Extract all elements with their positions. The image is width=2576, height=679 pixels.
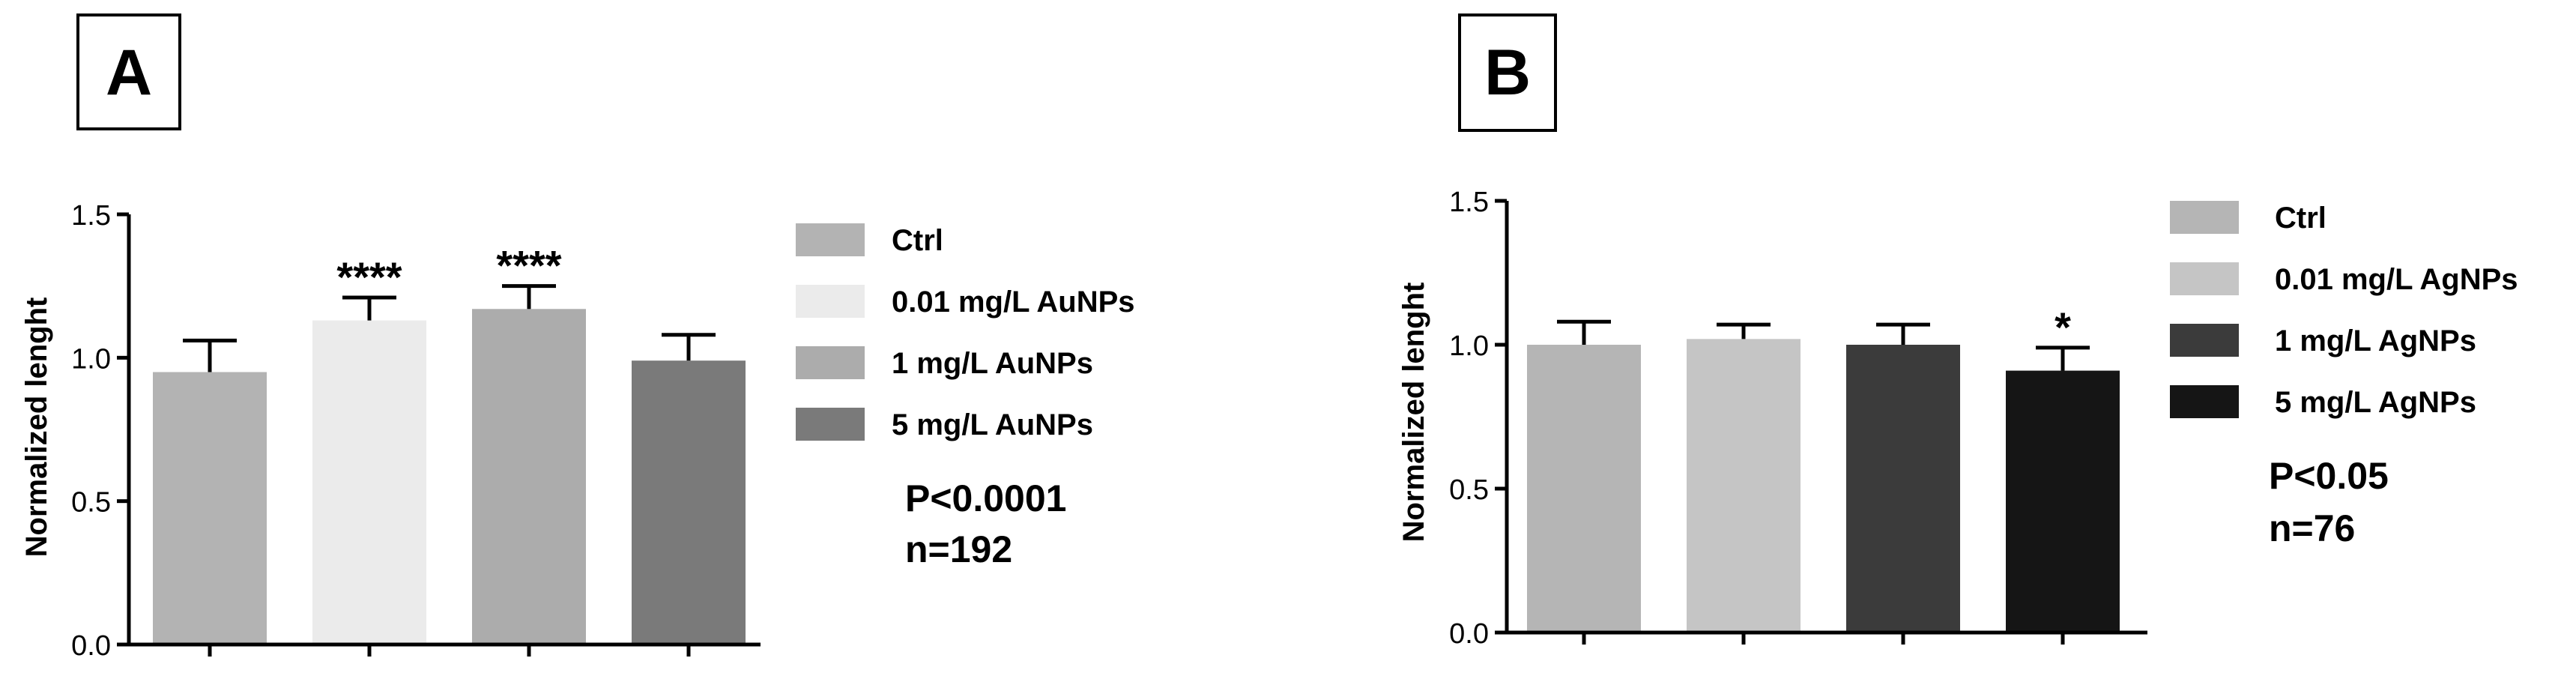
panel-b-y-ticks: 0.0 0.5 1.0 1.5 [1449,187,1507,650]
bar-2 [312,320,426,645]
y-tick-label-4: 1.5 [1449,187,1489,218]
legend-label-3: 1 mg/L AgNPs [2275,325,2476,357]
legend-swatch-2 [796,285,865,318]
bar-1 [153,372,267,645]
panel-b-label: B [1484,37,1531,109]
panel-b-y-axis-label: Normalized lenght [1397,283,1430,543]
legend-label-1: Ctrl [2275,202,2326,235]
panel-b-label-box [1458,13,1557,132]
bar-4 [632,360,746,645]
legend-label-4: 5 mg/L AgNPs [2275,386,2476,419]
panel-b-axes [1505,201,2147,645]
legend-label-4: 5 mg/L AuNPs [892,408,1093,441]
y-tick-label-1: 0.0 [1449,618,1489,650]
panel-b-significance-markers: * [2055,304,2071,351]
bar-3 [1846,345,1960,633]
legend-swatch-1 [796,223,865,256]
panel-a-sample-size: n=192 [905,528,1012,570]
panel-a-p-value: P<0.0001 [905,477,1066,519]
y-tick-label-3: 1.0 [1449,331,1489,362]
bar-4 [2006,370,2120,633]
y-tick-label-3: 1.0 [71,343,111,375]
panel-b-p-value: P<0.05 [2269,455,2389,497]
panel-a: A Normalized lenght 0.00.51.01.5 **** ***… [20,13,1135,662]
panel-a-legend: Ctrl 0.01 mg/L AuNPs 1 mg/L AuNPs 5 mg/L Au… [796,223,1135,441]
legend-label-2: 0.01 mg/L AuNPs [892,286,1135,319]
panel-b-error-bars [1557,319,2090,371]
panel-a-label-box [76,13,181,130]
legend-swatch-4 [796,408,865,441]
panel-b: B Normalized lenght 0.0 0.5 1.0 1.5 * Ctrl 0… [1397,13,2518,650]
panel-b-bars [1527,339,2120,633]
legend-label-1: Ctrl [892,224,943,257]
panel-a-error-bars [183,284,716,372]
panel-a-y-axis-label: Normalized lenght [20,298,53,558]
y-tick-label-2: 0.5 [71,487,111,519]
panel-b-sample-size: n=76 [2269,507,2355,549]
bar-3 [472,309,586,645]
legend-swatch-3 [2170,324,2239,357]
bar-1 [1527,345,1641,633]
legend-swatch-1 [2170,201,2239,234]
panel-a-axes [127,214,761,657]
y-tick-label-1: 0.0 [71,630,111,662]
panel-a-bars [153,309,746,645]
panel-a-significance-markers: **** **** [336,242,561,301]
panel-a-label: A [106,37,152,109]
significance-marker-4: * [2055,304,2071,351]
bar-2 [1687,339,1801,633]
panel-a-y-ticks: 0.0 0.5 1.0 1.5 [71,200,129,662]
legend-swatch-3 [796,346,865,379]
legend-label-3: 1 mg/L AuNPs [892,347,1093,380]
significance-marker-3: **** [496,242,561,289]
y-tick-label-4: 1.5 [71,200,111,232]
panel-b-legend: Ctrl 0.01 mg/L AgNPs 1 mg/L AgNPs 5 mg/L Ag… [2170,201,2518,419]
y-tick-label-2: 0.5 [1449,474,1489,506]
significance-marker-2: **** [336,253,402,301]
legend-label-2: 0.01 mg/L AgNPs [2275,263,2518,296]
legend-swatch-2 [2170,262,2239,295]
legend-swatch-4 [2170,385,2239,418]
